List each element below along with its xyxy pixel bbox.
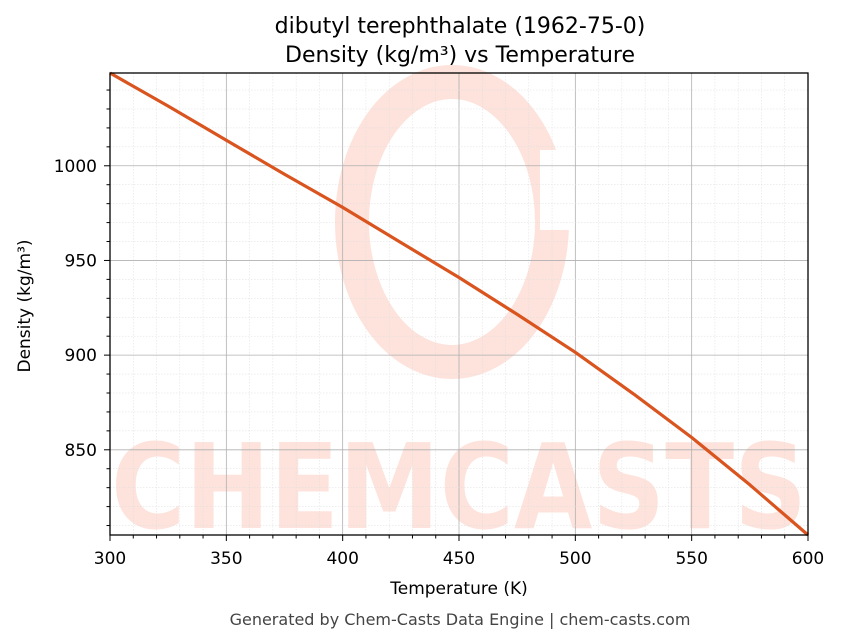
x-axis-label: Temperature (K) <box>389 579 528 599</box>
chart-subtitle: Density (kg/m³) vs Temperature <box>285 43 635 68</box>
x-tick-label: 550 <box>675 549 707 569</box>
series-layer <box>109 71 810 537</box>
y-axis-label: Density (kg/m³) <box>15 239 35 372</box>
y-tick-label: 850 <box>65 441 97 461</box>
x-tick-label: 600 <box>792 549 824 569</box>
series-line-1 <box>109 71 810 537</box>
x-tick-label: 350 <box>210 549 242 569</box>
grid <box>109 73 809 535</box>
y-tick-label: 950 <box>65 251 97 271</box>
axis-ticks: 300 350 400 450 500 550 600 850 900 950 1000 <box>54 89 824 569</box>
x-tick-label: 300 <box>94 549 126 569</box>
x-tick-label: 400 <box>326 549 358 569</box>
watermark-ring <box>335 65 569 379</box>
y-tick-label: 900 <box>65 346 97 366</box>
y-tick-label: 1000 <box>54 157 97 177</box>
chart-title: dibutyl terephthalate (1962-75-0) <box>275 14 646 39</box>
x-tick-label: 500 <box>559 549 591 569</box>
x-tick-label: 450 <box>443 549 475 569</box>
footer-credit: Generated by Chem-Casts Data Engine | ch… <box>230 610 691 629</box>
